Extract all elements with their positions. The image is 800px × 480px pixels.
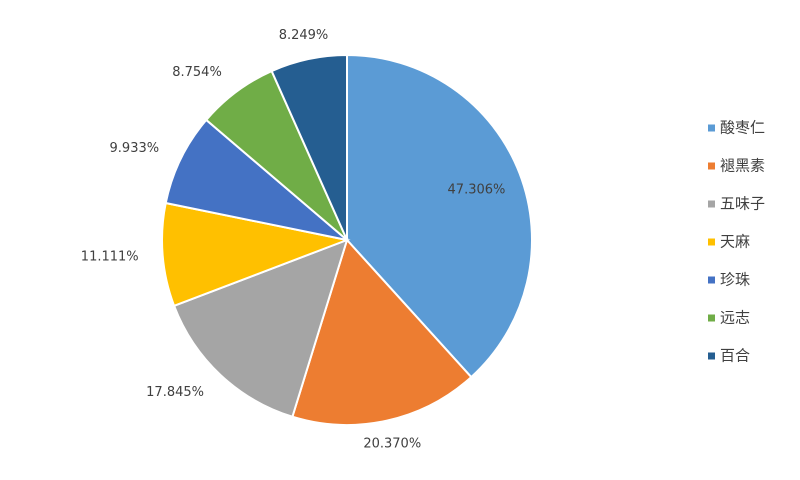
legend-label: 五味子 — [720, 195, 765, 213]
pie-slice — [346, 53, 533, 379]
pie-slice — [172, 238, 349, 419]
legend-label: 酸枣仁 — [720, 119, 765, 137]
legend-swatch — [708, 162, 715, 170]
legend-swatch — [708, 314, 715, 322]
legend-swatch — [708, 238, 715, 246]
legend-swatch — [708, 352, 715, 360]
legend-swatch — [708, 200, 715, 208]
legend-label: 远志 — [720, 309, 750, 327]
data-label: 11.111% — [81, 249, 139, 264]
legend-label: 天麻 — [720, 233, 750, 251]
pie-slice — [291, 238, 473, 426]
data-label: 47.306% — [448, 183, 506, 198]
legend-swatch — [708, 276, 715, 284]
data-label: 8.249% — [279, 28, 329, 43]
legend-label: 珍珠 — [720, 271, 750, 289]
legend-swatch — [708, 124, 715, 132]
legend-label: 褪黑素 — [720, 157, 765, 175]
pie-slice — [270, 53, 348, 241]
data-label: 17.845% — [146, 385, 204, 400]
data-label: 9.933% — [110, 141, 160, 156]
pie-slice — [164, 118, 348, 241]
legend-label: 百合 — [720, 347, 750, 365]
data-label: 8.754% — [172, 65, 222, 80]
pie-slice — [161, 201, 351, 308]
data-label: 20.370% — [363, 437, 421, 452]
